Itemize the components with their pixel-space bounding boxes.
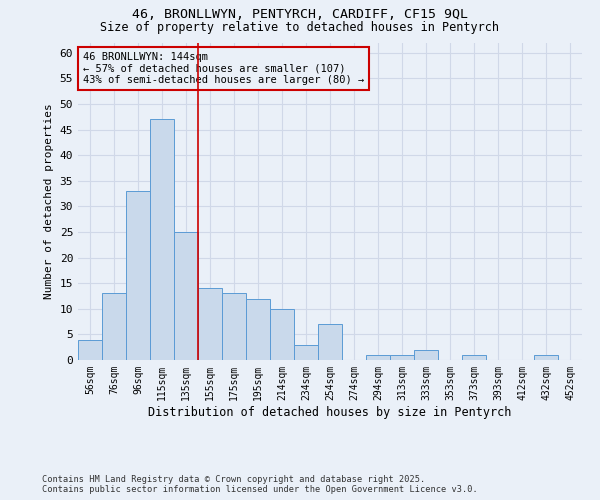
Text: 46 BRONLLWYN: 144sqm
← 57% of detached houses are smaller (107)
43% of semi-deta: 46 BRONLLWYN: 144sqm ← 57% of detached h… bbox=[83, 52, 364, 85]
Bar bbox=[222, 294, 246, 360]
Bar bbox=[150, 120, 174, 360]
Bar bbox=[270, 309, 294, 360]
Bar bbox=[198, 288, 222, 360]
Text: Contains HM Land Registry data © Crown copyright and database right 2025.
Contai: Contains HM Land Registry data © Crown c… bbox=[42, 474, 478, 494]
Bar bbox=[414, 350, 438, 360]
Bar bbox=[366, 355, 390, 360]
Bar bbox=[390, 355, 414, 360]
Bar bbox=[318, 324, 342, 360]
Bar bbox=[246, 298, 270, 360]
Bar bbox=[126, 191, 150, 360]
Bar bbox=[102, 294, 126, 360]
Bar bbox=[294, 344, 318, 360]
Y-axis label: Number of detached properties: Number of detached properties bbox=[44, 104, 54, 299]
Bar bbox=[534, 355, 558, 360]
Text: 46, BRONLLWYN, PENTYRCH, CARDIFF, CF15 9QL: 46, BRONLLWYN, PENTYRCH, CARDIFF, CF15 9… bbox=[132, 8, 468, 20]
Bar bbox=[78, 340, 102, 360]
Bar bbox=[174, 232, 198, 360]
Text: Size of property relative to detached houses in Pentyrch: Size of property relative to detached ho… bbox=[101, 21, 499, 34]
Bar bbox=[462, 355, 486, 360]
X-axis label: Distribution of detached houses by size in Pentyrch: Distribution of detached houses by size … bbox=[148, 406, 512, 418]
